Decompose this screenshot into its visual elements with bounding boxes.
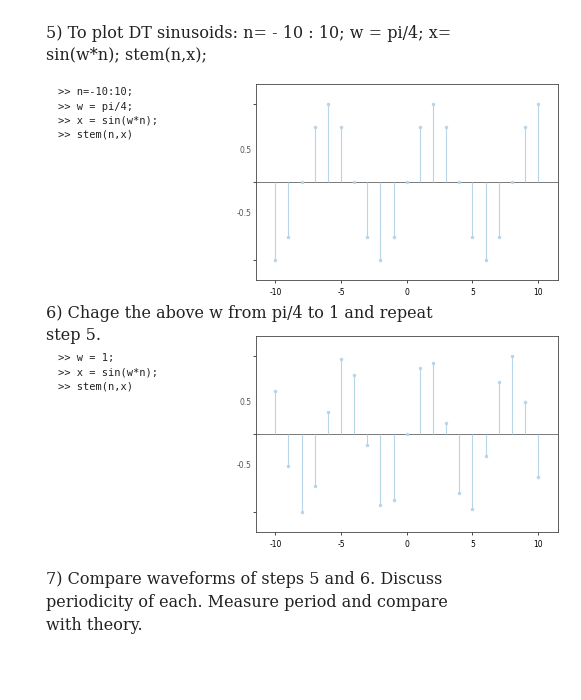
Text: >> n=-10:10;
>> w = pi/4;
>> x = sin(w*n);
>> stem(n,x): >> n=-10:10; >> w = pi/4; >> x = sin(w*n… bbox=[58, 88, 158, 139]
Text: 7) Compare waveforms of steps 5 and 6. Discuss
periodicity of each. Measure peri: 7) Compare waveforms of steps 5 and 6. D… bbox=[46, 570, 449, 634]
Text: -0.5: -0.5 bbox=[237, 461, 252, 470]
Text: 6) Chage the above w from pi/4 to 1 and repeat
step 5.: 6) Chage the above w from pi/4 to 1 and … bbox=[46, 304, 433, 344]
Text: -0.5: -0.5 bbox=[237, 209, 252, 218]
Text: >> w = 1;
>> x = sin(w*n);
>> stem(n,x): >> w = 1; >> x = sin(w*n); >> stem(n,x) bbox=[58, 354, 158, 391]
Text: 0.5: 0.5 bbox=[239, 146, 252, 155]
Text: 5) To plot DT sinusoids: n= - 10 : 10; w = pi/4; x=
sin(w*n); stem(n,x);: 5) To plot DT sinusoids: n= - 10 : 10; w… bbox=[46, 25, 452, 64]
Text: 0.5: 0.5 bbox=[239, 398, 252, 407]
